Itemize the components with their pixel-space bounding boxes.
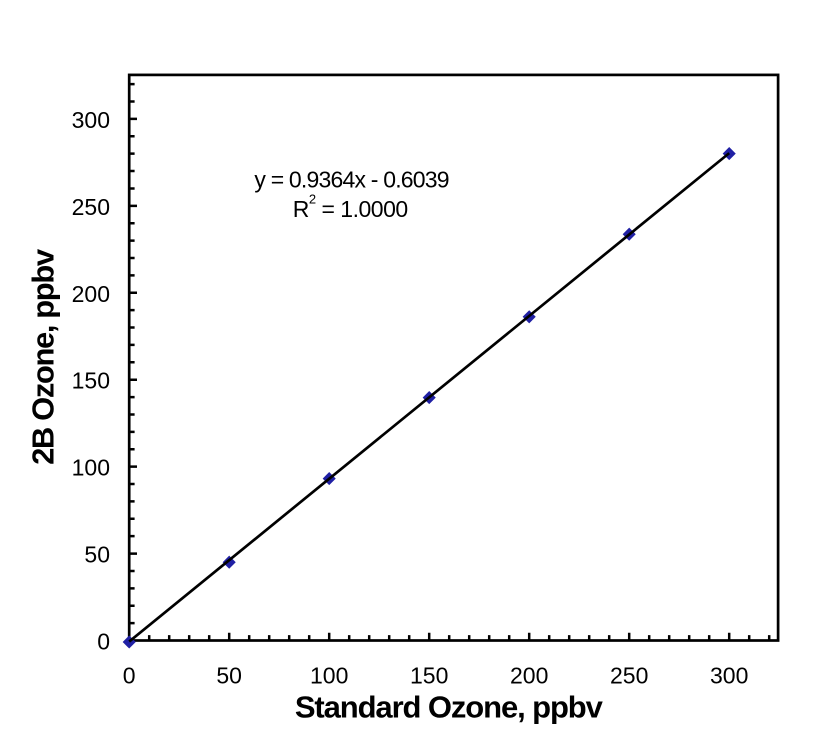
svg-text:0: 0: [97, 629, 110, 655]
svg-text:y = 0.9364x - 0.6039: y = 0.9364x - 0.6039: [254, 166, 448, 192]
svg-text:100: 100: [72, 455, 110, 481]
svg-text:R2 = 1.0000: R2 = 1.0000: [293, 192, 408, 222]
svg-text:Standard Ozone, ppbv: Standard Ozone, ppbv: [295, 690, 604, 725]
svg-text:150: 150: [72, 368, 110, 394]
svg-text:300: 300: [710, 663, 748, 689]
svg-text:200: 200: [72, 281, 110, 307]
svg-text:250: 250: [72, 194, 110, 220]
svg-text:50: 50: [216, 663, 242, 689]
svg-text:50: 50: [84, 542, 110, 568]
svg-text:100: 100: [310, 663, 348, 689]
svg-text:2B Ozone, ppbv: 2B Ozone, ppbv: [26, 248, 61, 465]
svg-text:150: 150: [410, 663, 448, 689]
svg-text:250: 250: [610, 663, 648, 689]
svg-text:200: 200: [510, 663, 548, 689]
svg-text:0: 0: [123, 663, 136, 689]
svg-text:300: 300: [72, 107, 110, 133]
